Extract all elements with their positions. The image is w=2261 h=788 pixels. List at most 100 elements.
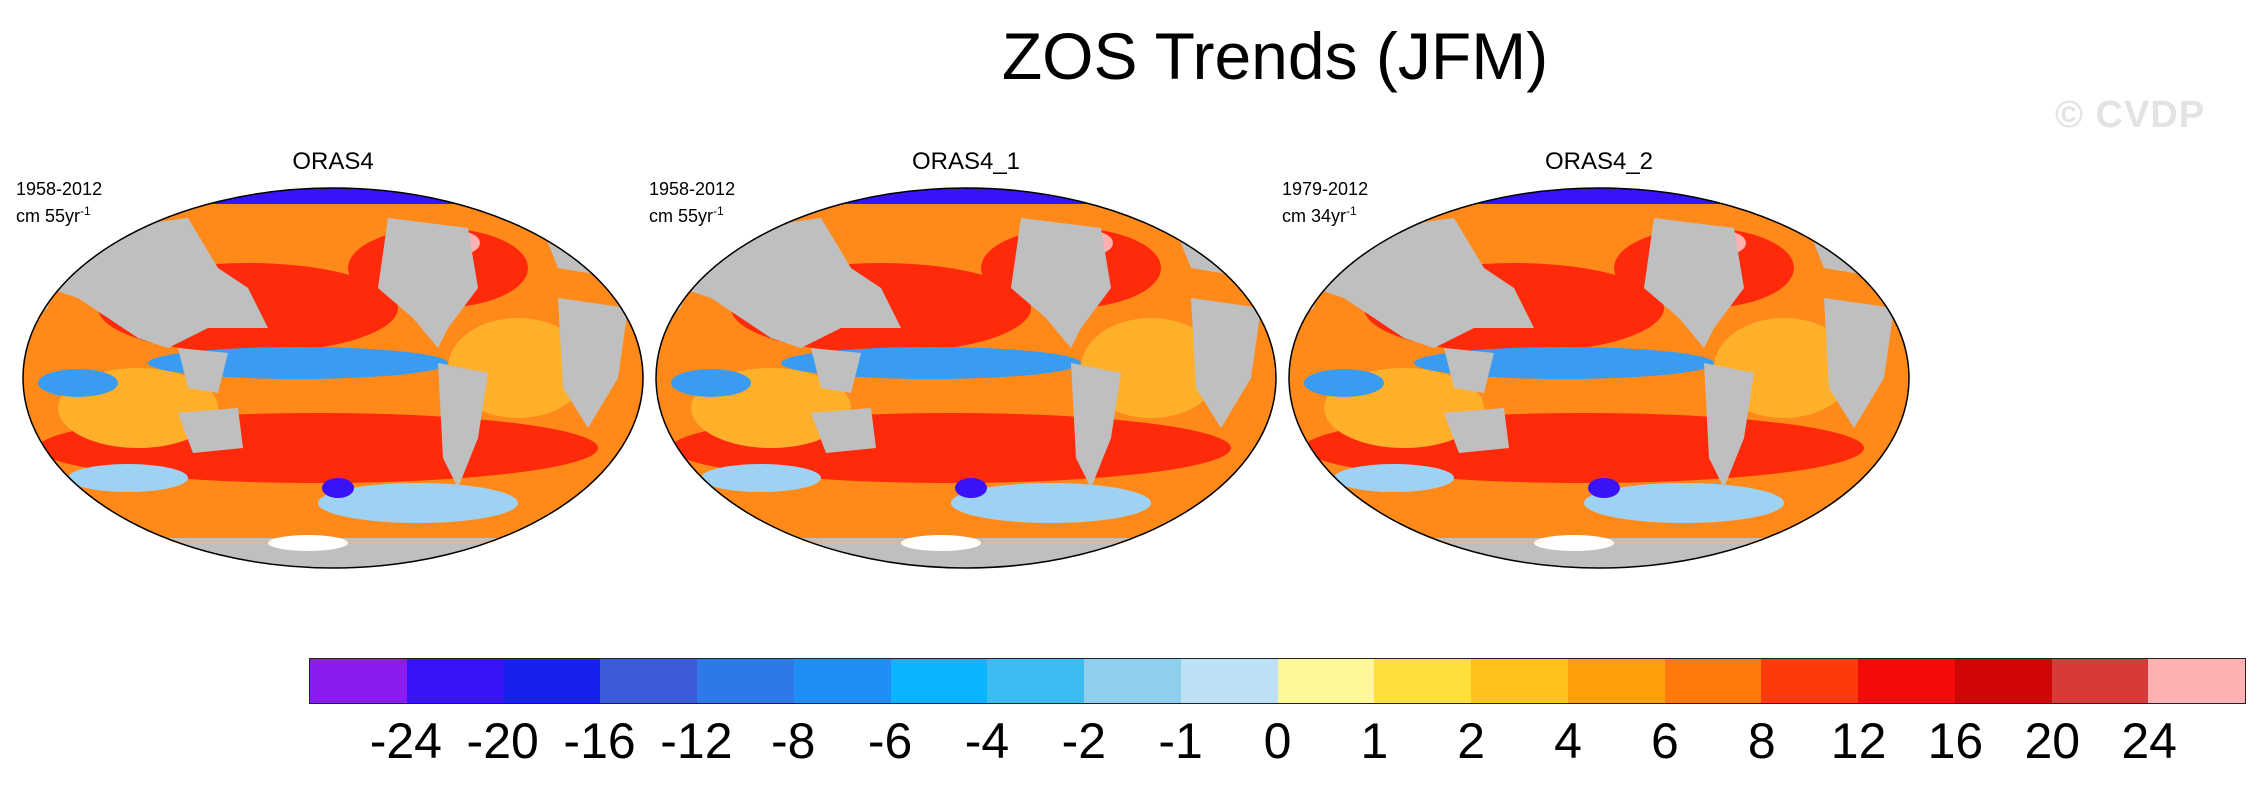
land-australia [1444,408,1509,453]
colorbar-swatch [600,659,697,703]
land-africa [1824,298,1894,428]
land-antarctica [1384,538,1844,568]
panel-info: 1958-2012 cm 55yr-1 [16,178,102,227]
figure-title: ZOS Trends (JFM) [1001,19,1549,93]
land-antarctica [751,538,1211,568]
panel-info: 1958-2012 cm 55yr-1 [649,178,735,227]
cool-anomaly [951,483,1151,523]
panel-title: ORAS4 [292,148,374,175]
world-map [22,187,644,569]
land-africa [558,298,628,428]
map-panel-oras4-1: ORAS4_1 1958-2012 cm 55yr-1 [649,148,1281,569]
map-panel-oras4: ORAS4 1958-2012 cm 55yr-1 [16,148,648,569]
colorbar-label: -8 [771,713,816,769]
colorbar [309,658,2246,704]
panel-period: 1979-2012 [1282,179,1369,199]
colorbar-swatch [1180,659,1278,703]
colorbar-swatch [1761,659,1858,703]
colorbar-swatch [1664,659,1762,703]
panel-units-text: cm 34yr [1282,206,1347,226]
land-north-america [1011,218,1111,348]
map-layer [23,188,643,568]
land-south-america [1071,363,1121,488]
colorbar-label: -12 [660,713,733,769]
colorbar-swatch [1567,659,1665,703]
colorbar-swatch [1954,659,2052,703]
colorbar-swatch [503,659,601,703]
cool-anomaly [68,464,188,492]
cool-anomaly [671,369,751,397]
colorbar-label: -24 [369,713,442,769]
cool-anomaly [1334,464,1454,492]
colorbar-swatch [987,659,1084,703]
cool-anomaly [318,483,518,523]
panel-units-exponent: -1 [713,204,724,218]
land-maritime [178,348,228,393]
colorbar-swatch [793,659,891,703]
map-border [22,187,644,569]
colorbar-swatch [1471,659,1568,703]
land-north-america [378,218,478,348]
land-north-america [1644,218,1744,348]
colorbar-swatch [310,659,407,703]
cool-anomaly [1584,483,1784,523]
panel-units-exponent: -1 [80,204,91,218]
colorbar-label: -6 [867,713,913,769]
land-australia [811,408,876,453]
ice-shelf [268,535,348,551]
map-layer [656,188,1276,568]
colorbar-label: -20 [466,713,539,769]
cool-anomaly [1588,478,1620,498]
cool-anomaly [701,464,821,492]
colorbar-label: 2 [1457,713,1486,769]
colorbar-swatch [697,659,794,703]
cool-anomaly [38,369,118,397]
colorbar-label: 16 [1927,713,1984,769]
colorbar-labels: -24 -20 -16 -12 -8 -6 -4 -2 -1 0 1 2 4 6 8 12 16 20 24 [309,712,2246,772]
colorbar-label: 6 [1650,713,1679,769]
map-border [1288,187,1910,569]
map-border [655,187,1277,569]
land-south-america [1704,363,1754,488]
ice-shelf [901,535,981,551]
colorbar-swatch [2051,659,2149,703]
colorbar-label: 0 [1263,713,1292,769]
colorbar-swatch [406,659,504,703]
panel-title: ORAS4_2 [1544,148,1654,175]
world-map [655,187,1277,569]
colorbar-label: -4 [964,713,1010,769]
panel-units: cm 55yr-1 [16,200,102,227]
world-map [1288,187,1910,569]
land-maritime [811,348,861,393]
colorbar-swatch [890,659,988,703]
colorbar-label: 1 [1360,713,1389,769]
panel-period: 1958-2012 [649,179,736,199]
panel-units-text: cm 55yr [649,206,714,226]
cool-anomaly [955,478,987,498]
watermark: © CVDP [2055,94,2206,136]
cool-anomaly [322,478,354,498]
map-layer [1289,188,1909,568]
land-antarctica [118,538,578,568]
colorbar-label: -1 [1158,713,1203,769]
colorbar-label: -16 [563,713,636,769]
colorbar-swatch [1374,659,1471,703]
colorbar-label: 24 [2121,713,2177,769]
colorbar-label: 8 [1747,713,1776,769]
land-maritime [1444,348,1494,393]
land-australia [178,408,243,453]
panel-units-exponent: -1 [1346,204,1357,218]
land-south-america [438,363,488,488]
panel-units-text: cm 55yr [16,206,81,226]
panel-units: cm 55yr-1 [649,200,735,227]
panel-title: ORAS4_1 [911,148,1021,175]
colorbar-swatch [1858,659,1955,703]
colorbar-label: 4 [1554,713,1582,769]
panel-period: 1958-2012 [16,179,103,199]
map-panel-oras4-2: ORAS4_2 1979-2012 cm 34yr-1 [1282,148,1914,569]
panel-info: 1979-2012 cm 34yr-1 [1282,178,1368,227]
panel-units: cm 34yr-1 [1282,200,1368,227]
colorbar-label: 12 [1830,713,1887,769]
colorbar-label: -2 [1061,713,1107,769]
colorbar-swatch [1277,659,1375,703]
